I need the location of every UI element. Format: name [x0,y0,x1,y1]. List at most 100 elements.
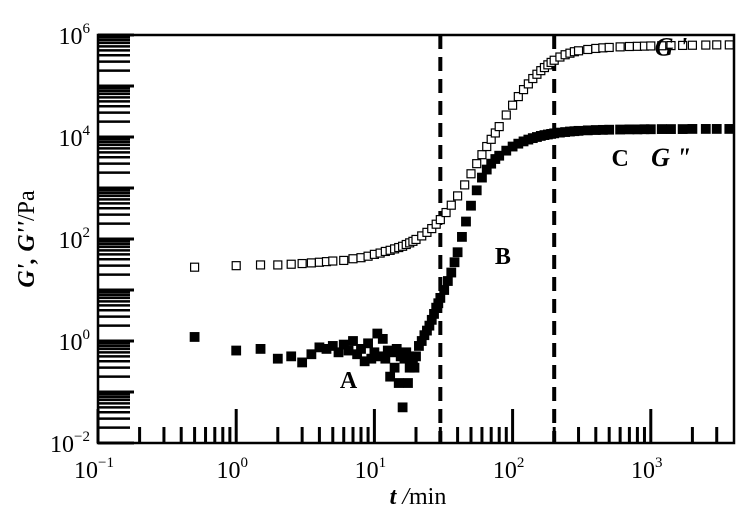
storage-modulus-point [328,256,338,266]
storage-modulus-point [701,40,711,50]
storage-modulus-point [518,84,529,95]
loss-modulus-point [327,341,338,351]
loss-modulus-point [711,124,722,134]
storage-modulus-point [573,46,584,56]
loss-modulus-point [442,276,453,286]
loss-modulus-point [645,124,656,135]
loss-modulus-point [231,345,242,356]
loss-modulus-point [615,124,626,135]
chart-labels: 10−1 100 101 102 103 10−2 100 102 104 106 t /min G'… [14,21,691,510]
storage-modulus-point [348,254,358,264]
loss-modulus-point [348,336,358,346]
storage-modulus-point [724,40,734,50]
storage-modulus-point [441,207,451,218]
loss-modulus-point [494,150,505,161]
loss-modulus-point [687,124,698,134]
loss-modulus-point [343,345,354,356]
storage-modulus-point [297,258,307,269]
storage-modulus-point [446,200,456,210]
storage-modulus-point [472,159,482,169]
storage-modulus-point [306,258,316,268]
loss-modulus-point [449,257,460,268]
loss-modulus-point [333,347,344,358]
y-tick-label: 104 [59,123,91,152]
storage-modulus-point [273,260,283,270]
loss-modulus-point [377,333,388,344]
data-series [189,40,735,413]
loss-modulus-point [471,185,482,196]
storage-modulus-point [678,40,688,51]
storage-modulus-point [255,260,266,270]
loss-modulus-point [393,378,404,388]
loss-modulus-point [677,124,688,134]
storage-modulus-point [604,42,614,53]
series-storage-modulus [189,40,734,272]
loss-modulus-point [666,124,676,134]
y-axis-title: G', G''/Pa [14,190,40,288]
loss-modulus-point [356,343,366,354]
storage-modulus-label: G ' [655,32,688,61]
storage-modulus-point [494,121,504,132]
storage-modulus-point [477,150,487,160]
series-loss-modulus [189,124,735,413]
loss-modulus-point [461,216,471,227]
loss-modulus-point [700,124,711,134]
loss-modulus-point [372,328,383,339]
storage-modulus-point [666,40,676,51]
storage-modulus-point [189,262,200,272]
x-tick-label: 10−1 [74,455,114,484]
storage-modulus-point [615,42,625,52]
storage-modulus-point [513,91,523,102]
storage-modulus-point [453,191,463,201]
loss-modulus-point [573,125,584,136]
loss-modulus-point [604,124,615,135]
storage-modulus-point [583,44,593,55]
phase-boundary-lines [438,35,557,443]
x-tick-label: 103 [631,455,663,484]
loss-modulus-point [306,349,317,360]
major-ticks [96,409,653,443]
storage-modulus-point [507,100,518,110]
loss-modulus-point [286,351,297,362]
storage-modulus-point [687,40,697,50]
y-tick-label: 102 [59,225,91,254]
region-label-c: C [611,146,628,172]
storage-modulus-point [712,40,722,50]
loss-modulus-point [724,124,735,134]
y-tick-label: 100 [59,327,91,356]
storage-modulus-point [646,41,656,51]
loss-modulus-point [397,402,408,413]
loss-modulus-point [272,353,283,364]
storage-modulus-point [231,261,241,271]
y-tick-label: 10−2 [50,429,90,458]
loss-modulus-point [363,338,373,349]
loss-modulus-point [403,378,413,388]
x-tick-label: 102 [493,455,524,484]
loss-modulus-point [389,362,400,373]
loss-modulus-point [439,285,450,295]
region-label-b: B [495,244,511,270]
loss-modulus-point [446,267,457,278]
loss-modulus-point [656,124,667,134]
storage-modulus-point [466,169,476,179]
loss-modulus-point [385,371,396,382]
x-axis-title: t /min [390,484,447,510]
loss-modulus-point [297,357,308,368]
loss-modulus-point [411,351,421,362]
storage-modulus-point [501,110,511,120]
loss-modulus-label: G " [651,143,691,172]
loss-modulus-point [457,231,467,242]
storage-modulus-point [624,41,634,52]
x-tick-label: 100 [216,455,248,484]
loss-modulus-point [466,200,476,211]
storage-modulus-point [657,41,667,51]
storage-modulus-point [460,180,470,190]
storage-modulus-point [286,259,296,269]
loss-modulus-point [409,362,420,373]
y-tick-label: 106 [59,21,91,50]
storage-modulus-point [339,255,349,266]
x-tick-label: 101 [355,455,387,484]
region-label-a: A [340,368,358,394]
loss-modulus-point [189,332,200,342]
